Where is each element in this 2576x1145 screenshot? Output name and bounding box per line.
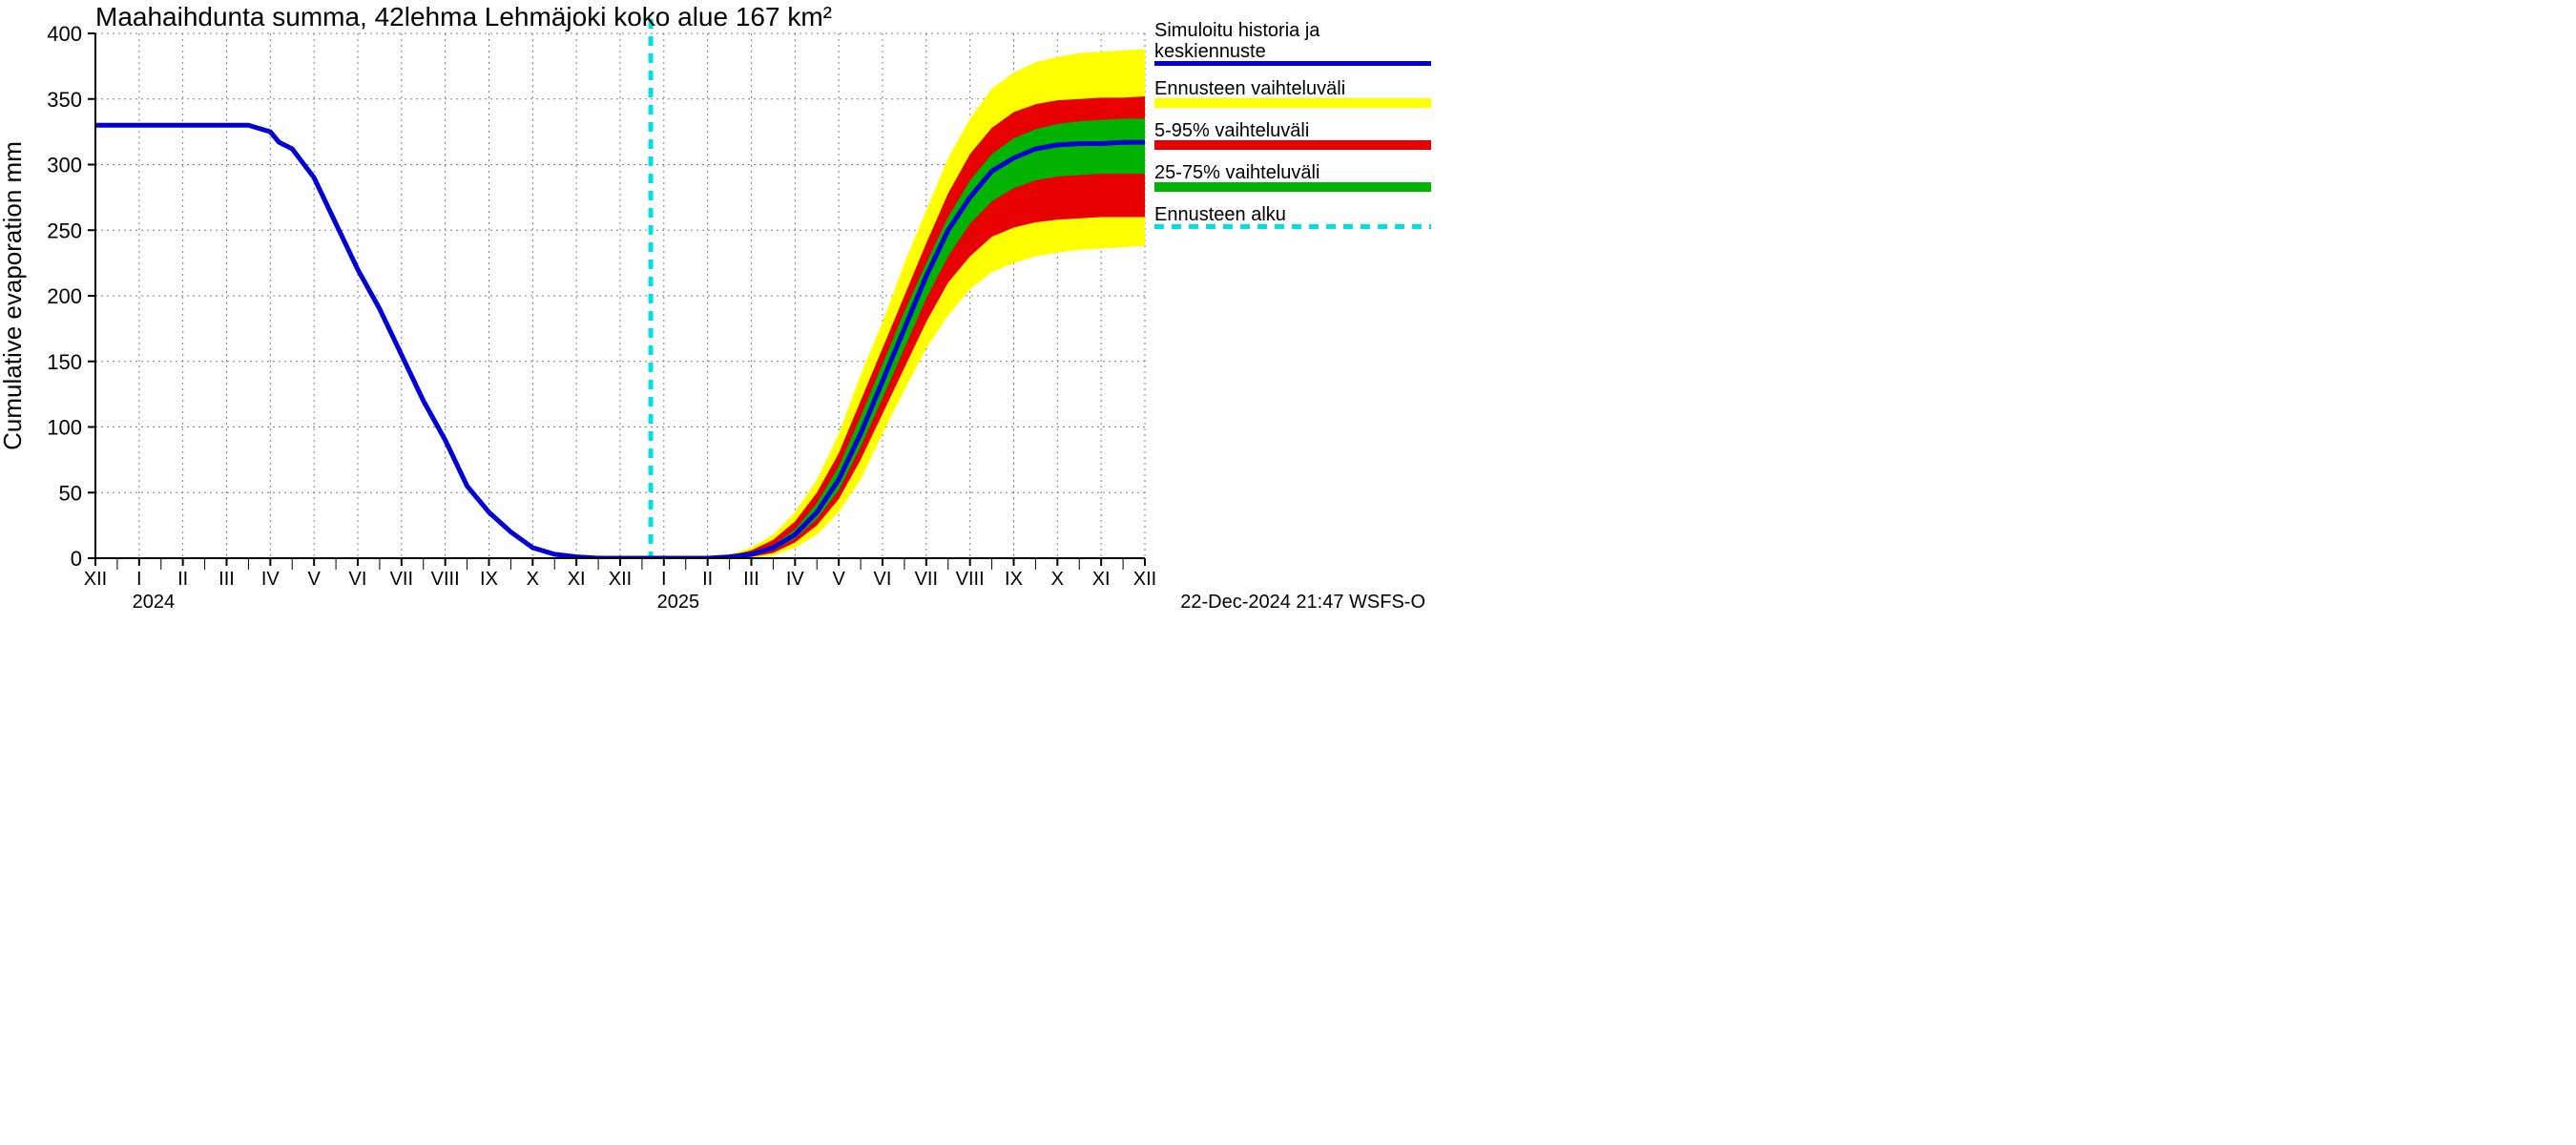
x-month-label: XII [609, 569, 632, 590]
x-month-label: IV [786, 569, 805, 590]
x-month-label: XI [1092, 569, 1111, 590]
footer-text: 22-Dec-2024 21:47 WSFS-O [1180, 592, 1425, 613]
y-tick-label: 400 [47, 22, 82, 46]
y-tick-label: 200 [47, 284, 82, 308]
x-month-label: IX [480, 569, 498, 590]
x-month-label: VIII [431, 569, 460, 590]
y-tick-label: 100 [47, 416, 82, 440]
y-tick-label: 350 [47, 88, 82, 112]
x-year-label: 2025 [657, 592, 700, 613]
x-month-label: II [177, 569, 188, 590]
x-month-label: VIII [956, 569, 985, 590]
x-month-label: III [743, 569, 759, 590]
x-month-label: IX [1005, 569, 1023, 590]
y-axis-label: Cumulative evaporation mm [0, 141, 27, 450]
y-tick-label: 250 [47, 219, 82, 242]
x-year-label: 2024 [133, 592, 176, 613]
x-month-label: VI [349, 569, 367, 590]
x-month-label: VII [915, 569, 938, 590]
x-month-label: VII [390, 569, 413, 590]
chart-container: 050100150200250300350400XIIIIIIIIIVVVIVI… [0, 0, 1431, 636]
y-tick-label: 300 [47, 154, 82, 177]
legend-label: 5-95% vaihteluväli [1154, 120, 1309, 141]
legend-label: keskiennuste [1154, 41, 1266, 62]
chart-svg: 050100150200250300350400XIIIIIIIIIVVVIVI… [0, 0, 1431, 636]
legend-label: Ennusteen alku [1154, 204, 1286, 225]
x-month-label: X [527, 569, 539, 590]
legend-label: 25-75% vaihteluväli [1154, 162, 1319, 183]
x-month-label: I [136, 569, 142, 590]
x-month-label: II [702, 569, 713, 590]
chart-title: Maahaihdunta summa, 42lehma Lehmäjoki ko… [95, 2, 832, 31]
legend-label: Simuloitu historia ja [1154, 20, 1320, 41]
y-tick-label: 0 [71, 547, 82, 571]
x-month-label: XII [1133, 569, 1156, 590]
x-month-label: III [218, 569, 235, 590]
x-month-label: V [832, 569, 845, 590]
x-month-label: IV [261, 569, 280, 590]
x-month-label: V [307, 569, 321, 590]
x-month-label: XII [84, 569, 107, 590]
x-month-label: XI [568, 569, 586, 590]
y-tick-label: 150 [47, 350, 82, 374]
x-month-label: I [661, 569, 667, 590]
x-month-label: VI [874, 569, 892, 590]
y-tick-label: 50 [59, 481, 82, 505]
x-month-label: X [1051, 569, 1064, 590]
legend-label: Ennusteen vaihteluväli [1154, 78, 1345, 99]
